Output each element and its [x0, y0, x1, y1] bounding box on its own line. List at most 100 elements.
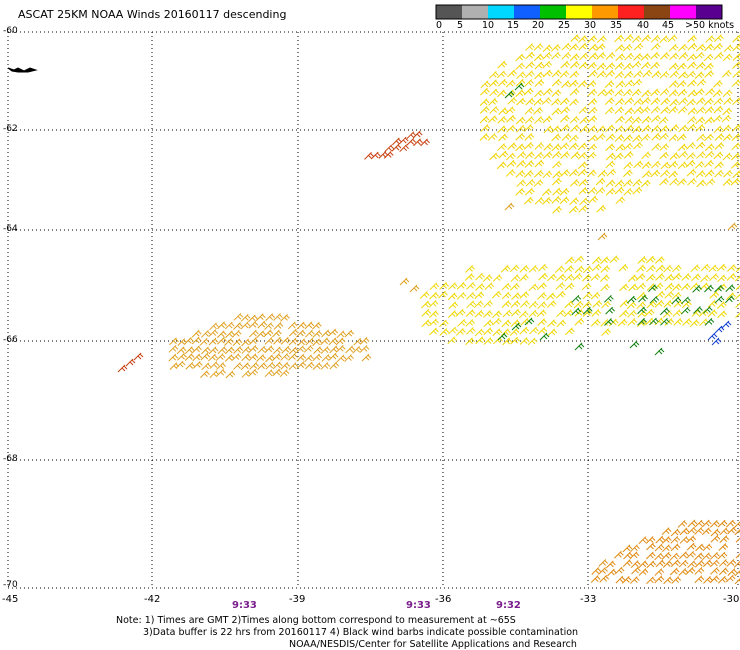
wind-barb [704, 318, 715, 326]
wind-barb [527, 337, 538, 346]
wind-barb [695, 116, 706, 125]
wind-barb [303, 344, 314, 353]
wind-barb [241, 353, 251, 362]
wind-barb [605, 124, 615, 133]
wind-barb [669, 52, 679, 61]
wind-barb [361, 353, 372, 362]
wind-barb [552, 187, 563, 196]
wind-barb [687, 526, 697, 535]
wind-barb [542, 69, 553, 78]
wind-barb [605, 187, 616, 196]
wind-barb [573, 300, 584, 309]
wind-barb [504, 202, 515, 211]
wind-barb [421, 309, 432, 317]
wind-barb [296, 329, 306, 338]
wind-barb [489, 152, 499, 161]
wind-barb [714, 169, 724, 178]
wind-barb [551, 150, 562, 159]
wind-barb [678, 559, 689, 568]
wind-barb [624, 97, 635, 105]
wind-barb [524, 79, 535, 87]
wind-barb [638, 560, 649, 569]
wind-barb [352, 345, 362, 354]
wind-barb [694, 160, 705, 169]
wind-barb [501, 282, 512, 291]
wind-barb [312, 353, 323, 362]
wind-barb [515, 132, 526, 141]
wind-barb [695, 124, 706, 132]
wind-barb [664, 273, 675, 282]
wind-barb [702, 543, 713, 552]
wind-barb [537, 318, 547, 327]
wind-barb [605, 52, 616, 60]
wind-barb [231, 353, 242, 361]
wind-barb [727, 526, 737, 535]
wind-barb [732, 34, 740, 43]
wind-barb [677, 161, 688, 170]
wind-barb [534, 159, 545, 168]
wind-barb [604, 88, 615, 97]
wind-barb [391, 143, 402, 152]
wind-barb [225, 370, 236, 379]
wind-barb [216, 368, 227, 377]
wind-barb [668, 80, 679, 88]
wind-barb [615, 80, 626, 89]
wind-barb [633, 160, 644, 169]
wind-barb [525, 61, 535, 69]
wind-barb [646, 264, 656, 273]
wind-barb [704, 143, 715, 152]
wind-barb [524, 133, 535, 141]
wind-barb [399, 277, 410, 286]
wind-barb [510, 300, 521, 308]
wind-barb [650, 51, 660, 60]
wind-barb [702, 559, 713, 568]
wind-barb [704, 70, 714, 78]
wind-barb [590, 291, 601, 300]
wind-barb [590, 575, 601, 583]
wind-barb [731, 142, 740, 151]
wind-barb [641, 151, 651, 160]
wind-barb [248, 368, 259, 377]
wind-barb [465, 319, 476, 327]
wind-barb [646, 255, 656, 264]
wind-barb [709, 273, 719, 281]
wind-barb [722, 133, 733, 142]
wind-barb [217, 336, 227, 345]
wind-barb [192, 345, 202, 354]
wind-barb [629, 551, 640, 560]
wind-barb [505, 169, 516, 177]
wind-barb [257, 362, 267, 371]
wind-barb [670, 528, 681, 537]
wind-barb [569, 178, 580, 187]
wind-barb [687, 519, 698, 528]
wind-barb [678, 43, 688, 52]
wind-barb [649, 317, 659, 326]
wind-barb [712, 80, 723, 88]
wind-barb [483, 310, 493, 318]
wind-barb [569, 168, 579, 177]
wind-barb [555, 282, 566, 290]
wind-speed-colorbar [435, 4, 723, 20]
wind-barb [679, 527, 690, 536]
wind-barb [687, 107, 698, 115]
wind-barb [679, 536, 690, 544]
wind-barb [631, 566, 641, 575]
wind-barb [564, 282, 575, 291]
wind-barb [524, 70, 535, 79]
wind-barb [543, 125, 554, 134]
wind-barb [636, 291, 647, 300]
wind-barb [636, 301, 646, 310]
wind-barb [623, 169, 633, 178]
wind-barb [225, 330, 235, 339]
wind-barb [336, 330, 347, 339]
wind-barb [724, 295, 735, 304]
wind-barb [615, 575, 626, 584]
wind-barb [681, 296, 691, 305]
wind-barb [644, 308, 655, 317]
wind-barb [523, 87, 534, 96]
wind-barb [641, 34, 651, 43]
wind-barb [216, 362, 226, 370]
wind-barb [678, 124, 689, 133]
wind-barb [231, 329, 242, 338]
wind-barb [515, 116, 526, 125]
